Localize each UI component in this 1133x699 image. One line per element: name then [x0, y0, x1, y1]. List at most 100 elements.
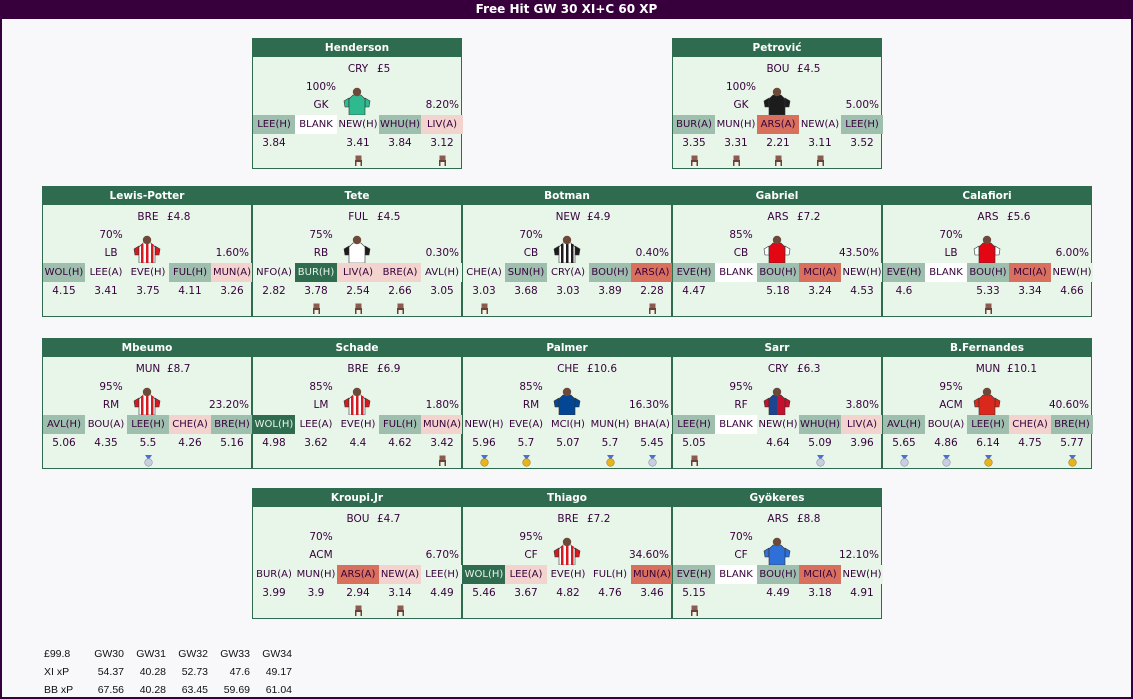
- player-shirt-icon: [131, 387, 163, 416]
- empty-icon-slot: [715, 303, 757, 315]
- xp-row: 3.84 3.41 3.84 3.12: [253, 137, 463, 149]
- xp-value: 5.7: [517, 437, 535, 449]
- empty-icon-slot: [295, 605, 337, 617]
- icon-row: [673, 155, 883, 167]
- player-position: LB: [104, 247, 118, 259]
- player-card[interactable]: Mbeumo MUN £8.7 95% RM 23.20% AVL(H) BOU(A) LEE…: [42, 338, 253, 469]
- xp-row: 4.47 5.18 3.24 4.53: [673, 285, 883, 297]
- player-price: £5: [377, 63, 391, 75]
- fixture-row: NFO(A) BUR(H) LIV(A) BRE(A) AVL(H): [253, 263, 463, 282]
- player-shirt-icon: [971, 387, 1003, 416]
- fixture-cell: CHE(A): [1009, 415, 1051, 434]
- fixture-row: NEW(H) EVE(A) MCI(H) MUN(H) BHA(A): [463, 415, 673, 434]
- club-code: BOU: [346, 513, 370, 525]
- player-card[interactable]: Gyökeres ARS £8.8 70% CF 12.10% EVE(H) BLANK BO…: [672, 488, 883, 619]
- fixture-cell: NEW(A): [379, 565, 421, 584]
- player-card[interactable]: Lewis-Potter BRE £4.8 70% LB 1.60% WOL(H) LEE(…: [42, 186, 253, 317]
- player-card[interactable]: Tete FUL £4.5 75% RB 0.30% NFO(A) BUR(H) LIV(A)…: [252, 186, 463, 317]
- xp-row: 5.96 5.7 5.07 5.7 5.45: [463, 437, 673, 449]
- player-position: ACM: [309, 549, 333, 561]
- fixture-cell: BRE(H): [1051, 415, 1093, 434]
- fixture-cell: WHU(H): [379, 115, 421, 134]
- fixture-cell: FUL(H): [379, 415, 421, 434]
- fixture-cell: AVL(H): [883, 415, 925, 434]
- player-card[interactable]: Petrović BOU £4.5 100% GK 5.00% BUR(A) MUN(H) A…: [672, 38, 883, 169]
- chair-icon: [337, 605, 379, 617]
- chair-icon: [421, 455, 463, 467]
- player-position: CF: [734, 549, 748, 561]
- player-shirt-icon: [761, 87, 793, 116]
- empty-icon-slot: [253, 155, 295, 167]
- empty-icon-slot: [673, 303, 715, 315]
- xp-value: 5.05: [682, 437, 706, 449]
- xp-value: 4.26: [178, 437, 202, 449]
- summary-header-row: £99.8 GW30 GW31 GW32 GW33 GW34: [44, 645, 292, 663]
- play-chance: 85%: [729, 229, 753, 241]
- xp-value: 3.11: [808, 137, 832, 149]
- ownership-percent: 1.60%: [215, 247, 249, 259]
- player-card[interactable]: Schade BRE £6.9 85% LM 1.80% WOL(H) LEE(A) EVE(…: [252, 338, 463, 469]
- play-chance: 95%: [729, 381, 753, 393]
- xp-value: 5.09: [808, 437, 832, 449]
- xp-value: 3.34: [1018, 285, 1042, 297]
- player-position: ACM: [939, 399, 963, 411]
- empty-icon-slot: [85, 303, 127, 315]
- xp-value: 3.03: [556, 285, 580, 297]
- ownership-percent: 5.00%: [845, 99, 879, 111]
- player-card[interactable]: Palmer CHE £10.6 85% RM 16.30% NEW(H) EVE(A) MC…: [462, 338, 673, 469]
- chair-icon: [337, 303, 379, 315]
- xp-value: [715, 285, 757, 297]
- player-shirt-icon: [341, 235, 373, 264]
- empty-icon-slot: [463, 605, 505, 617]
- player-name: Gyökeres: [673, 489, 881, 507]
- play-chance: 85%: [519, 381, 543, 393]
- empty-icon-slot: [589, 605, 631, 617]
- player-card[interactable]: Kroupi.Jr BOU £4.7 70% ACM 6.70% BUR(A) MUN(H) A…: [252, 488, 463, 619]
- ownership-percent: 1.80%: [425, 399, 459, 411]
- empty-icon-slot: [85, 455, 127, 467]
- medal-gold-icon: [589, 455, 631, 467]
- xp-value: 4.47: [682, 285, 706, 297]
- gw-header: GW32: [178, 648, 208, 660]
- club-code: BRE: [557, 513, 579, 525]
- player-card[interactable]: Thiago BRE £7.2 95% CF 34.60% WOL(H) LEE(A) EVE…: [462, 488, 673, 619]
- xp-value: 4.6: [895, 285, 913, 297]
- xp-value: 6.14: [976, 437, 1000, 449]
- icon-row: [43, 455, 253, 467]
- fixture-cell: MCI(A): [1009, 263, 1051, 282]
- chair-icon: [463, 303, 505, 315]
- empty-icon-slot: [841, 455, 883, 467]
- icon-row: [673, 605, 883, 617]
- empty-icon-slot: [253, 605, 295, 617]
- player-name: Sarr: [673, 339, 881, 357]
- player-price: £4.5: [797, 63, 821, 75]
- fixture-cell: BHA(A): [631, 415, 673, 434]
- fixture-blank: BLANK: [295, 115, 337, 134]
- xp-value: 3.84: [388, 137, 412, 149]
- fixture-cell: WOL(H): [253, 415, 295, 434]
- player-card[interactable]: Gabriel ARS £7.2 85% CB 43.50% EVE(H) BLANK BOU…: [672, 186, 883, 317]
- player-card[interactable]: Botman NEW £4.9 70% CB 0.40% CHE(A) SUN(H) CRY(…: [462, 186, 673, 317]
- xp-value: 47.6: [229, 666, 250, 678]
- xp-value: 3.03: [472, 285, 496, 297]
- player-shirt-icon: [761, 387, 793, 416]
- player-card[interactable]: Henderson CRY £5 100% GK 8.20% LEE(H) BLANK NEW…: [252, 38, 463, 169]
- fixture-cell: NEW(H): [841, 565, 883, 584]
- player-card[interactable]: Calafiori ARS £5.6 70% LB 6.00% EVE(H) BLANK BO…: [882, 186, 1093, 317]
- chair-icon: [757, 155, 799, 167]
- gw-header: GW33: [220, 648, 250, 660]
- fixture-cell: NEW(H): [1051, 263, 1093, 282]
- fixture-row: WOL(H) LEE(A) EVE(H) FUL(H) MUN(A): [463, 565, 673, 584]
- xp-value: 2.82: [262, 285, 286, 297]
- fixture-cell: NFO(A): [253, 263, 295, 282]
- player-card[interactable]: Sarr CRY £6.3 95% RF 3.80% LEE(H) BLANK NEW(H) W…: [672, 338, 883, 469]
- fixture-row: EVE(H) BLANK BOU(H) MCI(A) NEW(H): [673, 565, 883, 584]
- xp-value: 3.41: [94, 285, 118, 297]
- xp-value: 61.04: [265, 684, 292, 696]
- player-card[interactable]: B.Fernandes MUN £10.1 95% ACM 40.60% AVL(H) BO…: [882, 338, 1093, 469]
- chair-icon: [295, 303, 337, 315]
- ownership-percent: 34.60%: [628, 549, 669, 561]
- xp-value: 5.33: [976, 285, 1000, 297]
- fixture-cell: MCI(H): [547, 415, 589, 434]
- fixture-blank: BLANK: [715, 415, 757, 434]
